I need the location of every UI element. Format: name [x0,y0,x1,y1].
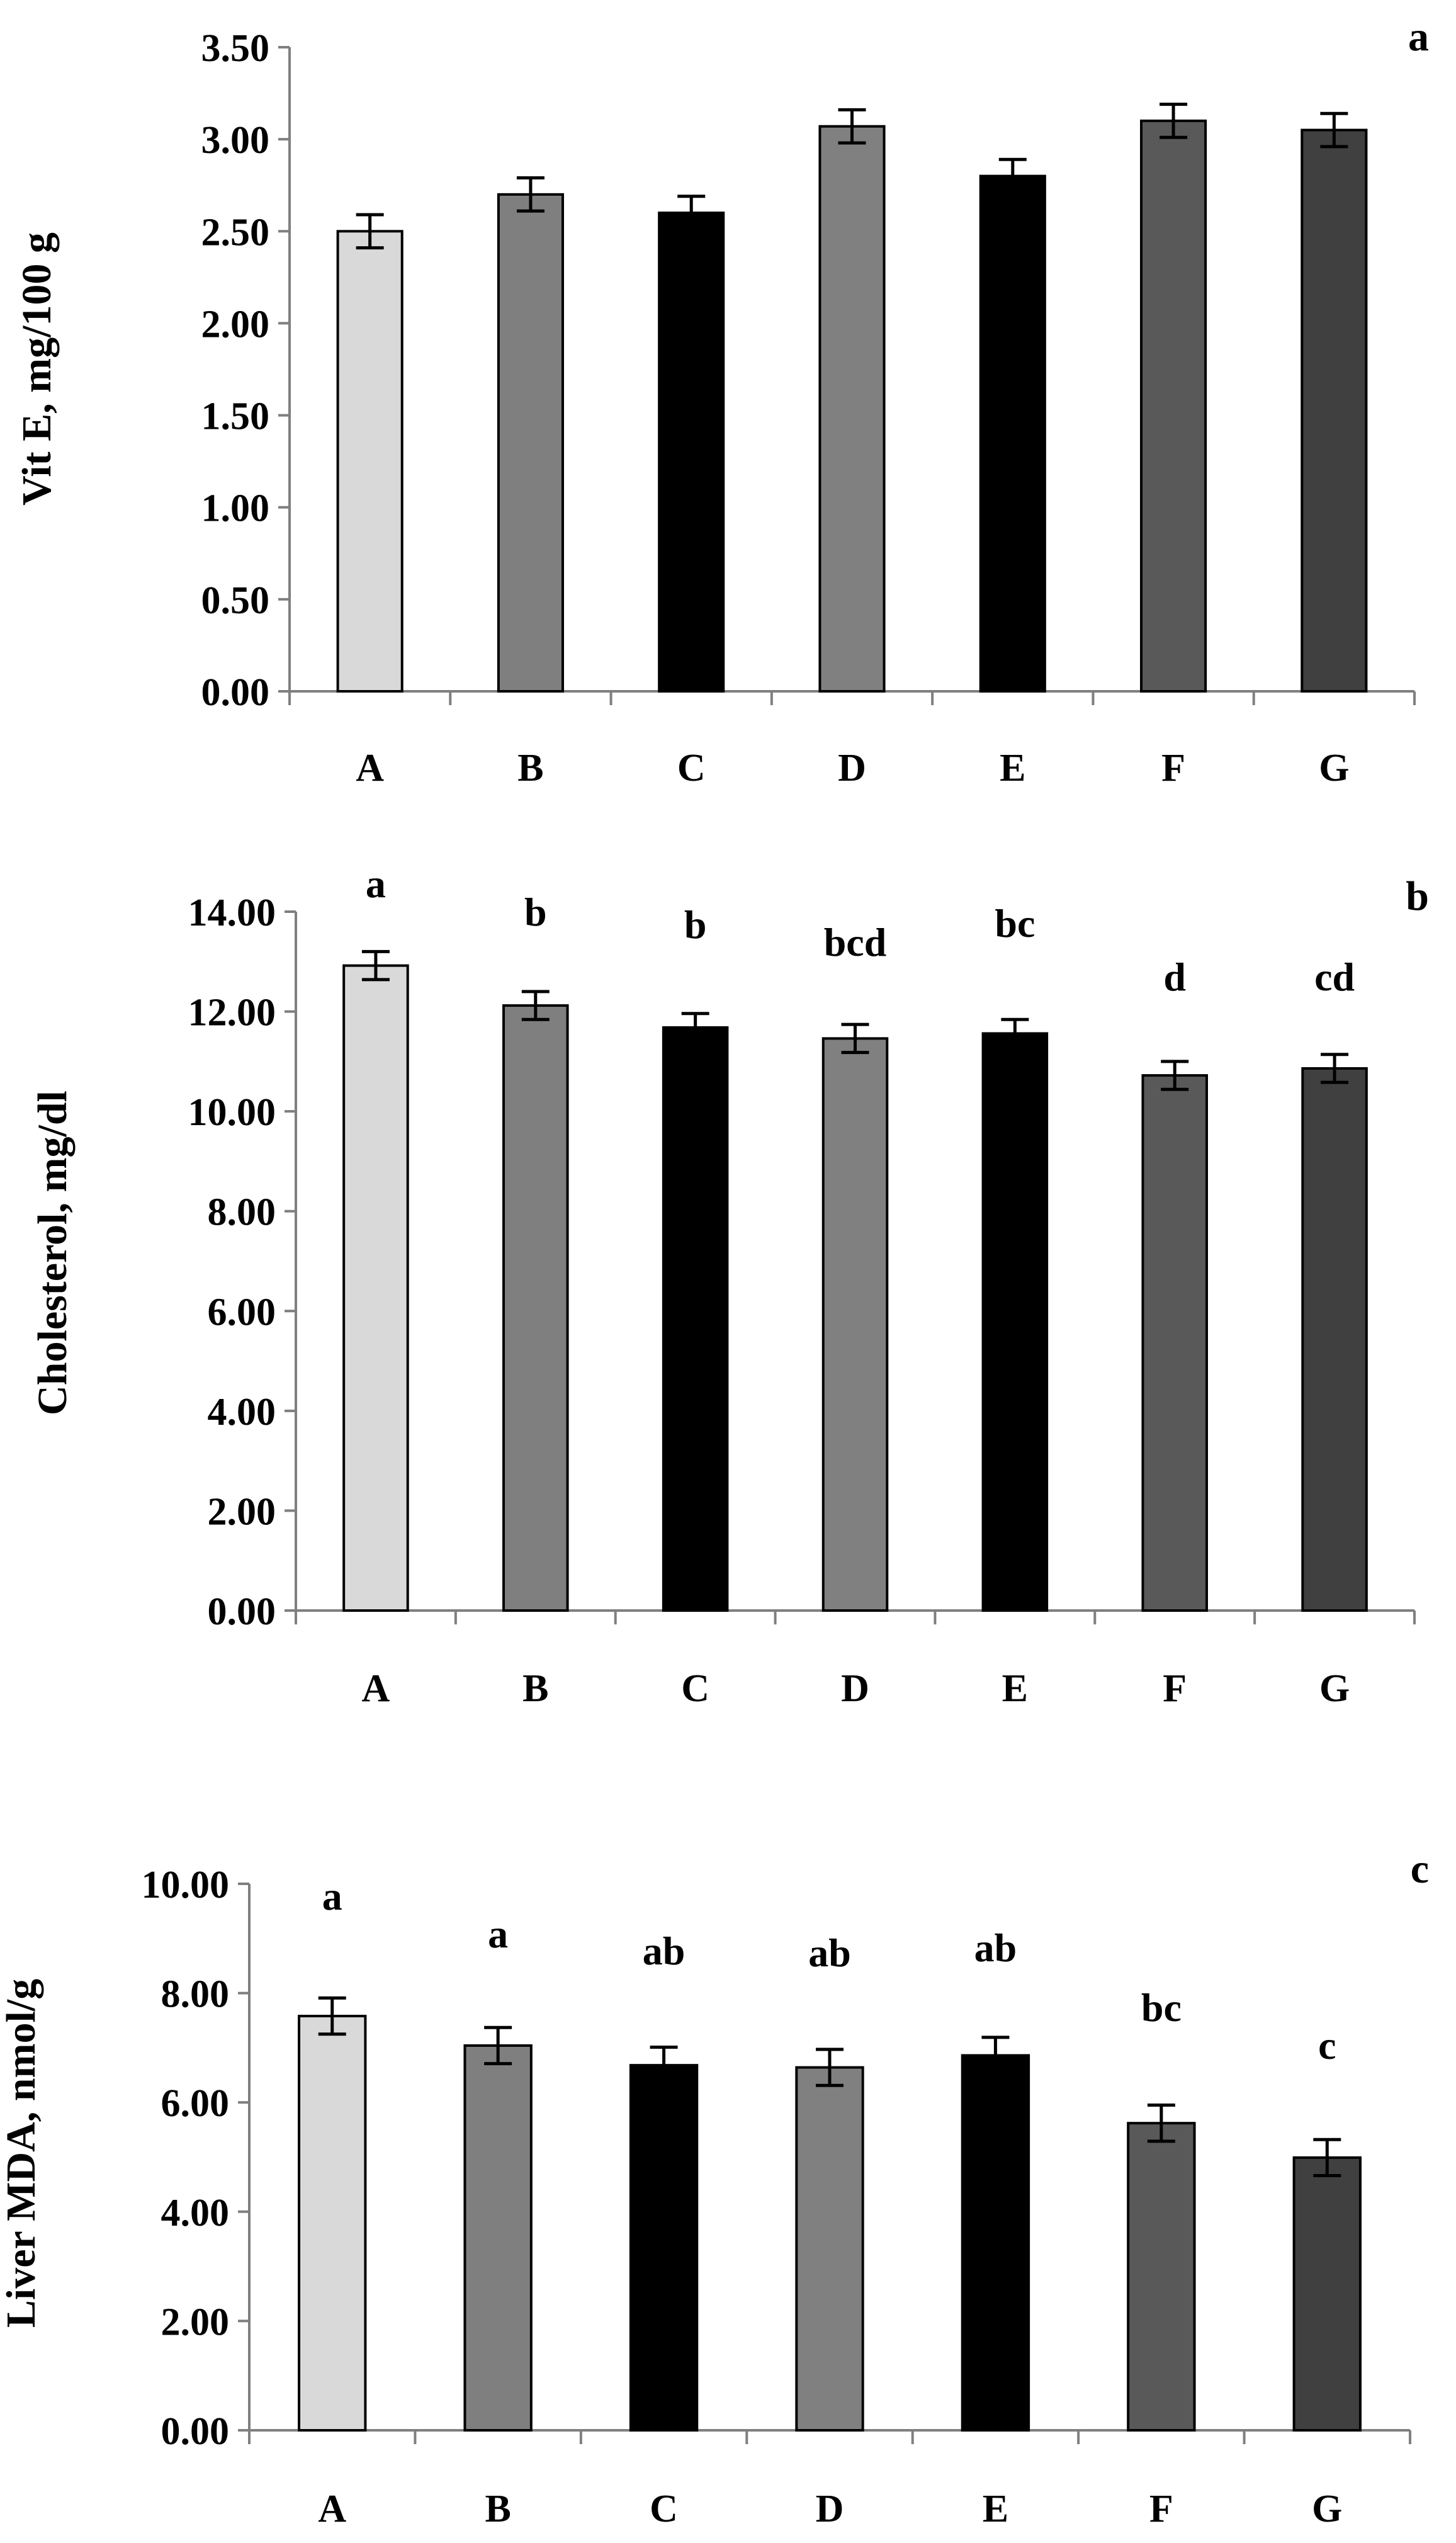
x-category-label-a: G [1319,747,1349,790]
x-category-label-c: B [485,2488,511,2530]
x-category-label-c: D [816,2488,844,2530]
y-tick-label-c: 8.00 [161,1973,230,2016]
y-tick-label-b: 12.00 [188,992,276,1034]
y-tick-label-c: 10.00 [142,1864,230,1906]
x-category-label-b: B [522,1667,548,1710]
significance-label-c-a: a [322,1874,342,1918]
significance-label-b-g: cd [1314,954,1355,999]
panel-letter-c: c [1411,1846,1429,1892]
x-category-label-c: G [1312,2488,1342,2530]
bar-a-g [1301,128,1368,693]
significance-label-b-b: b [524,890,547,934]
significance-label-c-f: bc [1141,1985,1182,2030]
y-tick-label-a: 1.00 [201,487,270,530]
bar-a-c [658,212,725,693]
y-tick-label-b: 4.00 [208,1391,276,1434]
bar-b-g [1301,1067,1368,1612]
y-tick-label-b: 8.00 [208,1191,276,1234]
y-tick-label-b: 14.00 [188,892,276,934]
x-category-label-a: C [677,747,706,790]
x-category-label-b: A [362,1667,390,1710]
y-tick-label-a: 1.50 [201,395,270,438]
significance-label-c-c: ab [643,1928,686,1973]
y-tick-label-c: 6.00 [161,2082,230,2125]
bar-a-e [979,174,1046,693]
bar-b-a [342,964,409,1612]
x-category-label-b: C [681,1667,709,1710]
x-category-label-c: E [983,2488,1008,2530]
x-category-label-c: C [650,2488,678,2530]
significance-label-c-e: ab [974,1925,1017,1970]
x-category-label-b: E [1002,1667,1028,1710]
bar-c-g [1292,2156,1362,2432]
bar-c-f [1127,2122,1196,2432]
y-tick-label-b: 10.00 [188,1091,276,1134]
x-category-label-b: G [1319,1667,1350,1710]
x-category-label-a: A [356,747,384,790]
bar-c-d [795,2066,864,2432]
bar-a-b [497,193,564,693]
y-tick-label-a: 2.50 [201,211,270,254]
significance-label-b-e: bc [995,901,1035,946]
x-category-label-b: D [841,1667,869,1710]
y-tick-label-c: 2.00 [161,2301,230,2343]
bar-b-f [1141,1074,1208,1612]
bar-b-d [821,1037,889,1612]
y-tick-label-b: 0.00 [208,1590,276,1633]
bar-a-d [818,125,886,693]
bar-b-e [981,1032,1049,1612]
significance-label-c-g: c [1318,2023,1336,2068]
significance-label-b-c: b [684,902,707,947]
significance-label-b-d: bcd [824,920,887,965]
y-tick-label-a: 3.50 [201,27,270,70]
significance-label-b-f: d [1163,954,1186,999]
y-tick-label-b: 2.00 [208,1490,276,1533]
x-category-label-c: A [318,2488,346,2530]
panel-letter-b: b [1406,873,1429,919]
panel-letter-a: a [1408,14,1429,60]
significance-label-c-d: ab [808,1930,851,1975]
significance-label-c-b: a [488,1911,508,1956]
y-tick-label-a: 2.00 [201,303,270,346]
y-tick-label-a: 0.50 [201,579,270,622]
y-axis-title-b: Cholesterol, mg/dl [30,1090,76,1415]
y-tick-label-a: 3.00 [201,119,270,162]
bar-c-a [298,2015,367,2432]
x-category-label-a: D [838,747,866,790]
y-axis-title-a: Vit E, mg/100 g [14,232,60,506]
x-category-label-a: F [1161,747,1185,790]
y-tick-label-a: 0.00 [201,671,270,714]
x-category-label-b: F [1163,1667,1187,1710]
x-category-label-c: F [1149,2488,1173,2530]
bar-c-e [961,2054,1030,2432]
y-axis-title-c: Liver MDA, nmol/g [0,1979,44,2328]
significance-label-b-a: a [366,861,386,906]
x-category-label-a: B [517,747,543,790]
bar-b-b [502,1004,569,1612]
bar-a-f [1140,119,1207,693]
x-category-label-a: E [1000,747,1025,790]
bar-c-c [629,2064,699,2432]
y-tick-label-b: 6.00 [208,1291,276,1334]
bar-a-a [336,230,404,693]
y-tick-label-c: 0.00 [161,2410,230,2453]
bar-b-c [662,1026,729,1612]
bar-c-b [463,2044,533,2432]
y-tick-label-c: 4.00 [161,2192,230,2234]
